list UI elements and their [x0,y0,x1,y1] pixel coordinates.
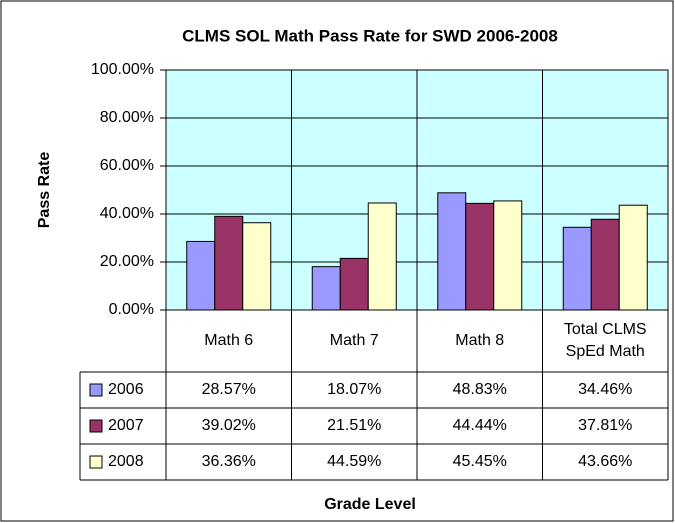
bar [562,226,592,311]
bar [242,222,272,311]
bar [590,218,620,311]
data-table-value: 48.83% [452,381,507,398]
data-table-value: 21.51% [327,417,382,434]
data-table-value: 44.59% [327,453,382,470]
x-axis-title: Grade Level [324,496,416,513]
data-table-value: 36.36% [201,453,256,470]
data-table-value: 43.66% [578,453,633,470]
y-tick-label: 100.00% [91,61,154,78]
y-tick-label: 60.00% [100,157,154,174]
y-tick-label: 0.00% [109,301,154,318]
data-table-value: 18.07% [327,381,382,398]
data-table-value: 44.44% [452,417,507,434]
x-tick-label: Math 6 [204,332,254,349]
legend-label: 2007 [108,417,144,434]
y-tick-label: 40.00% [100,205,154,222]
y-tick-label: 80.00% [100,109,154,126]
data-table-value: 45.45% [452,453,507,470]
data-table-value: 37.81% [578,417,633,434]
data-table-value: 39.02% [201,417,256,434]
bar [214,215,244,311]
legend-swatch [89,455,103,469]
bar [186,240,216,311]
data-table-value: 34.46% [578,381,633,398]
legend-swatch [89,383,103,397]
bar [311,266,341,311]
x-tick-label: Math 7 [329,332,379,349]
bar [339,257,369,311]
bar [465,202,495,311]
bar [367,202,397,311]
legend-label: 2006 [108,381,144,398]
data-table-value: 28.57% [201,381,256,398]
bar [437,192,467,311]
y-axis-title: Pass Rate [36,152,53,229]
bar [618,204,648,311]
legend-label: 2008 [108,453,144,470]
legend-swatch [89,419,103,433]
x-tick-label: Math 8 [455,332,505,349]
bar [493,200,523,311]
chart-title: CLMS SOL Math Pass Rate for SWD 2006-200… [182,26,558,45]
y-tick-label: 20.00% [100,253,154,270]
x-tick-label: Total CLMS SpEd Math [563,321,647,360]
